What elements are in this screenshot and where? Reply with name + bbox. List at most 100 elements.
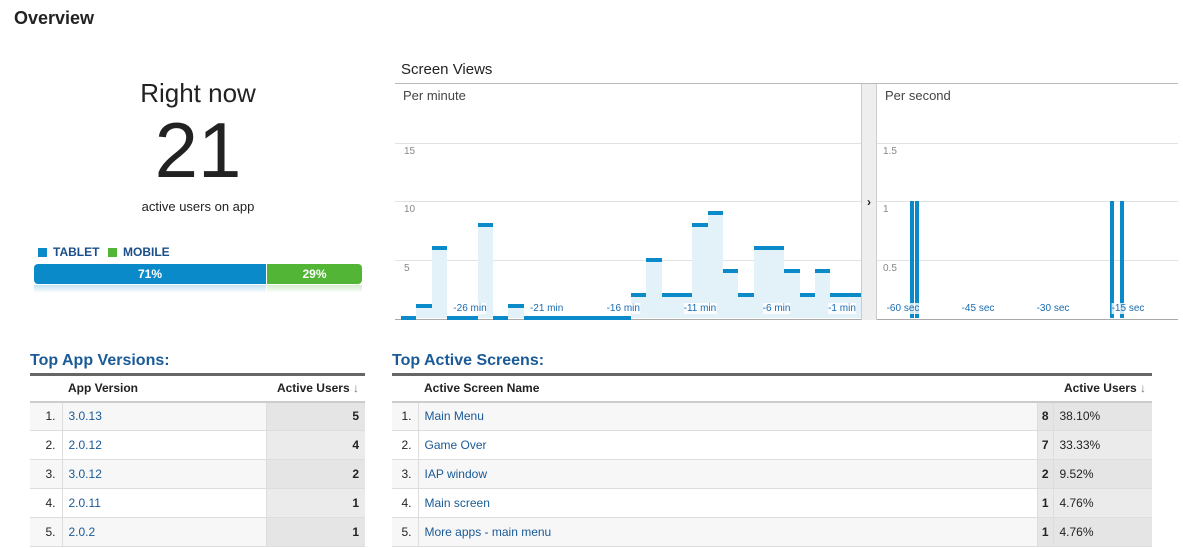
row-rank: 1. (30, 401, 63, 431)
gridline (877, 143, 1178, 145)
row-percent: 33.33% (1053, 430, 1152, 460)
table-row: 1. Main Menu 8 38.10% (392, 401, 1152, 431)
bar (692, 222, 708, 227)
chart-title: Per second (885, 88, 951, 103)
x-tick-label: -60 sec (886, 303, 920, 314)
mobile-swatch-icon (108, 247, 117, 257)
app-version-link[interactable]: 2.0.2 (68, 525, 96, 539)
bar-reflection (267, 285, 362, 293)
bar (738, 292, 754, 297)
row-name-cell: IAP window (418, 459, 1038, 489)
gridline (877, 259, 1178, 261)
screen-name-link[interactable]: IAP window (424, 467, 487, 481)
screen-views-title: Screen Views (401, 61, 493, 78)
x-tick-label: -1 min (828, 303, 856, 314)
row-rank: 4. (30, 488, 63, 518)
gridline (877, 201, 1178, 203)
active-users-sublabel: active users on app (141, 199, 255, 214)
screen-name-link[interactable]: Game Over (424, 438, 487, 452)
bar (814, 269, 831, 274)
row-name-cell: More apps - main menu (418, 517, 1038, 547)
tablet-share-bar: 71% (34, 264, 266, 284)
row-name-cell: 2.0.2 (62, 517, 266, 547)
screen-name-link[interactable]: Main Menu (424, 409, 484, 424)
row-name-cell: Main Menu (418, 401, 1038, 431)
bar (477, 222, 493, 227)
bar (630, 292, 647, 297)
y-tick-label: 1 (883, 204, 889, 216)
legend-tablet: TABLET (38, 245, 99, 259)
table-row: 5. More apps - main menu 1 4.76% (392, 517, 1152, 547)
app-version-link[interactable]: 3.0.12 (68, 467, 102, 481)
row-rank: 5. (392, 517, 419, 547)
row-users: 1 (1036, 488, 1054, 518)
bar (600, 316, 616, 320)
screen-name-link[interactable]: More apps - main menu (424, 525, 552, 539)
bar (707, 211, 723, 216)
legend-label: MOBILE (123, 245, 170, 259)
table-row: 2. 2.0.12 4 (30, 430, 365, 460)
bar-fill (768, 248, 785, 318)
bar (446, 316, 463, 320)
bar (554, 316, 570, 320)
bar-fill (416, 306, 432, 318)
bar (492, 316, 509, 320)
bar-fill (799, 294, 815, 318)
row-users: 2 (1036, 459, 1054, 489)
bar (768, 246, 785, 251)
bar (569, 316, 585, 320)
bar (416, 304, 432, 309)
expand-chart-button[interactable]: › (861, 84, 877, 320)
gridline (395, 201, 861, 203)
row-name-cell: 3.0.13 (62, 401, 266, 431)
bar-fill (508, 306, 524, 318)
bar (1120, 201, 1124, 318)
tablet-swatch-icon (38, 247, 47, 257)
col-active-users[interactable]: Active Users ↓ (266, 374, 365, 403)
bar (753, 246, 769, 251)
per-second-chart: Per second 0.5 1 1.5 -60 sec -45 sec -30 sec -… (877, 84, 1178, 320)
x-tick-label: -11 min (683, 303, 717, 314)
table-row: 5. 2.0.2 1 (30, 517, 365, 547)
x-tick-label: -30 sec (1036, 303, 1070, 314)
app-version-link[interactable]: 3.0.13 (68, 409, 102, 424)
bar (646, 257, 662, 262)
y-tick-label: 1.5 (883, 146, 897, 158)
col-screen-name[interactable]: Active Screen Name (418, 374, 1038, 403)
x-tick-label: -26 min (453, 303, 487, 314)
row-users: 2 (265, 459, 365, 489)
bar (462, 316, 478, 320)
bar (722, 269, 739, 274)
table-row: 4. 2.0.11 1 (30, 488, 365, 518)
bar (508, 304, 524, 309)
bar (799, 292, 815, 297)
row-users: 4 (265, 430, 365, 460)
y-tick-label: 0.5 (883, 262, 897, 274)
app-version-link[interactable]: 2.0.12 (68, 438, 102, 452)
app-version-link[interactable]: 2.0.11 (68, 496, 101, 510)
col-active-users[interactable]: Active Users ↓ (1037, 374, 1152, 403)
row-rank: 2. (30, 430, 63, 460)
bar-fill (692, 224, 708, 318)
row-rank: 3. (30, 459, 63, 489)
bar-fill (661, 294, 677, 318)
x-tick-label: -15 sec (1111, 303, 1145, 314)
sort-down-icon: ↓ (1140, 381, 1146, 396)
legend-mobile: MOBILE (108, 245, 170, 259)
bar-fill (707, 213, 723, 318)
row-users: 7 (1036, 430, 1054, 460)
y-tick-label: 10 (404, 204, 416, 216)
row-name-cell: Main screen (418, 488, 1038, 518)
mobile-share-bar: 29% (267, 264, 362, 284)
x-tick-label: -21 min (529, 303, 564, 314)
bar (523, 316, 539, 320)
bar-fill (477, 224, 493, 318)
bar (845, 292, 861, 297)
row-percent: 4.76% (1053, 488, 1152, 518)
screen-name-link[interactable]: Main screen (424, 496, 490, 510)
row-users: 1 (265, 517, 365, 547)
row-users: 5 (265, 401, 365, 431)
page-title: Overview (14, 8, 95, 28)
row-users: 8 (1036, 401, 1054, 431)
col-app-version[interactable]: App Version (62, 374, 266, 403)
